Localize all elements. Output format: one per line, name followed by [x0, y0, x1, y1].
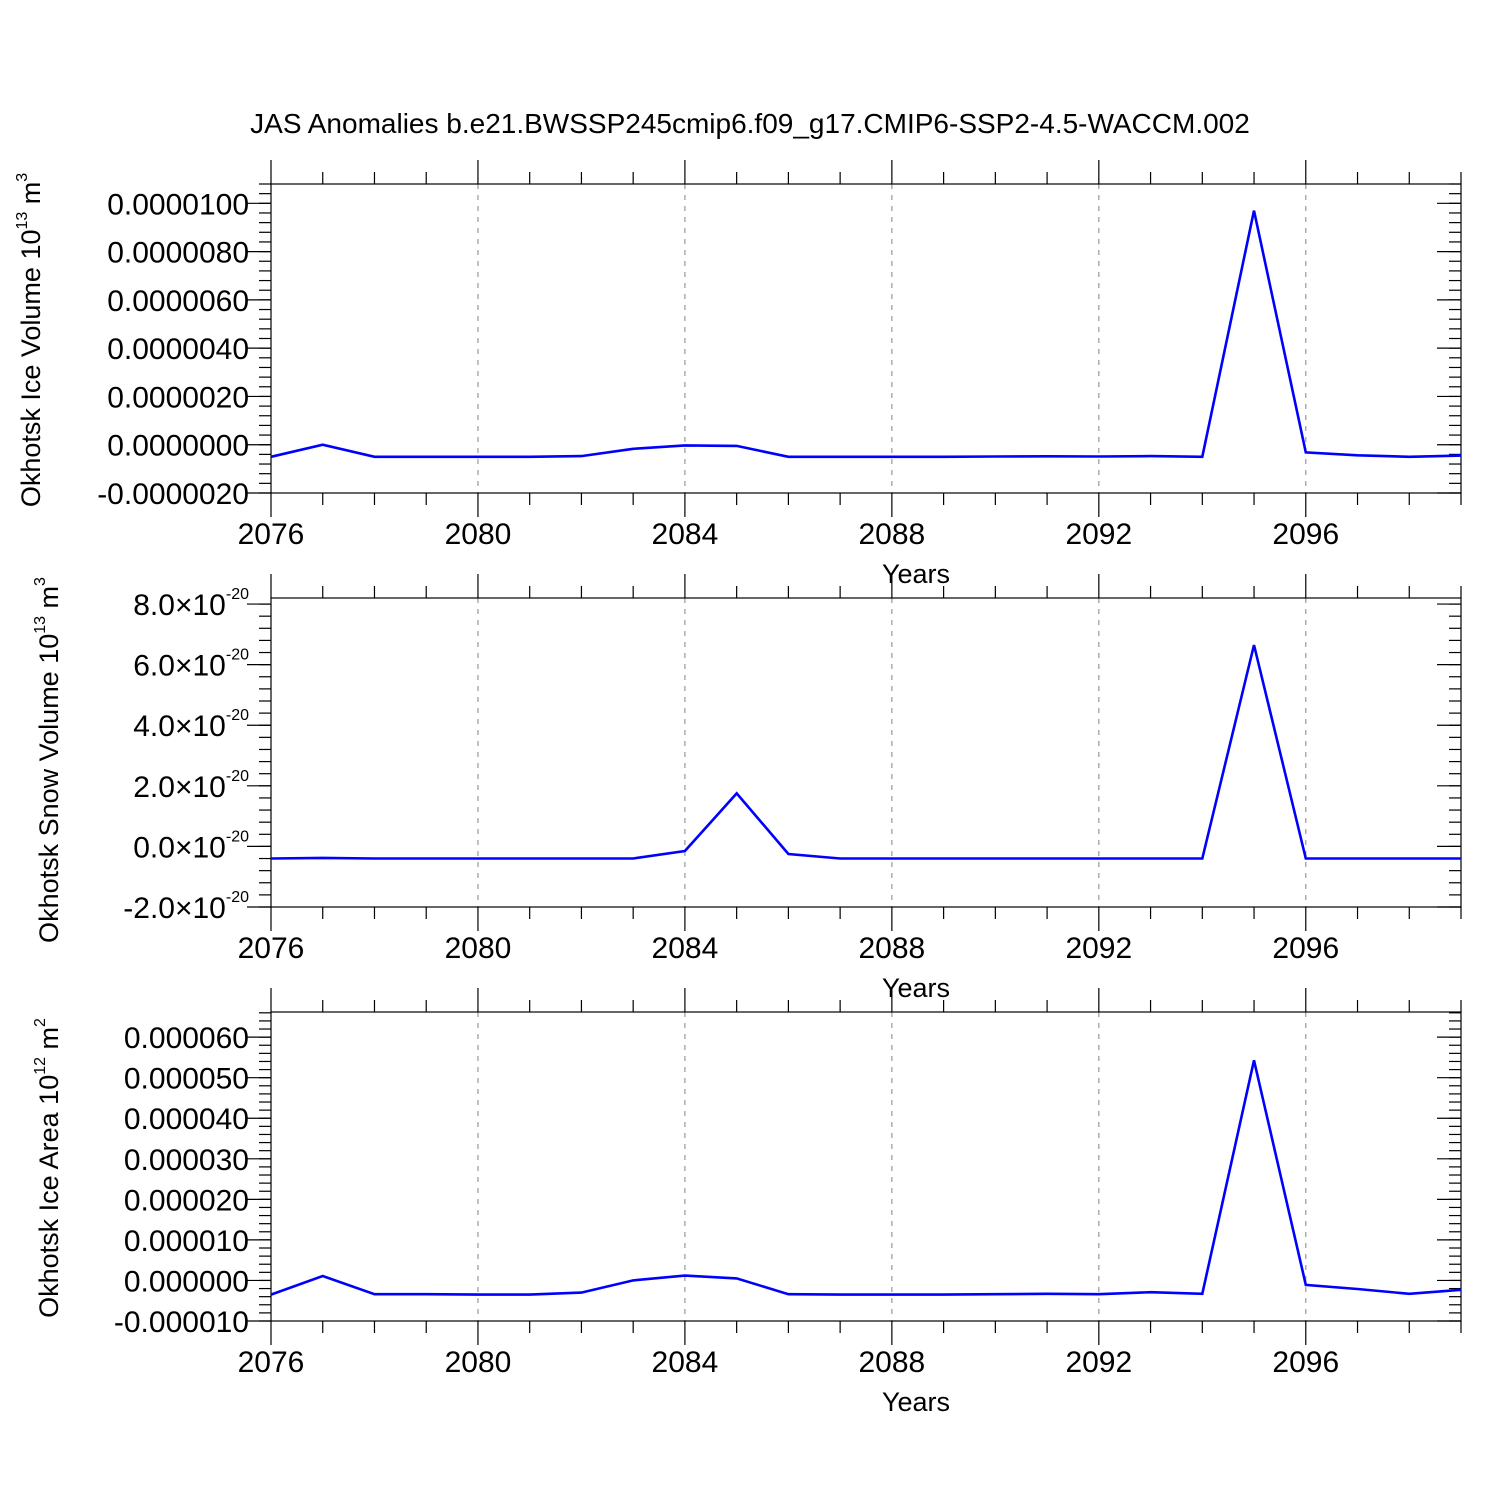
x-tick-label: 2092 [1065, 1346, 1132, 1379]
x-tick-label: 2080 [445, 1346, 512, 1379]
y-tick-label: 0.000020 [124, 1184, 249, 1217]
x-tick-label: 2096 [1272, 518, 1339, 551]
y-axis-title: Okhotsk Snow Volume 1013 m3 [32, 577, 64, 943]
x-tick-label: 2076 [238, 518, 305, 551]
chart-panels: 2076 2080 2084 2088 2092 2096 -0.0000020 0.0000… [14, 160, 1462, 1417]
x-tick-label: 2092 [1065, 932, 1132, 965]
y-tick-label: 0.0000060 [107, 285, 249, 318]
x-tick-label: 2092 [1065, 518, 1132, 551]
y-tick-label: 0.000040 [124, 1103, 249, 1136]
x-tick-label: 2080 [445, 518, 512, 551]
y-tick-label: 2.0×10-20 [133, 768, 249, 804]
chart-title: JAS Anomalies b.e21.BWSSP245cmip6.f09_g1… [250, 108, 1250, 139]
y-tick-label: 0.0000100 [107, 188, 249, 221]
x-tick-label: 2084 [652, 1346, 719, 1379]
chart-panel-3: 2076 2080 2084 2088 2092 2096 -0.000010 0.00000… [32, 988, 1462, 1417]
series-line [270, 644, 1461, 860]
x-axis-title: Years [882, 973, 950, 1003]
x-tick-label: 2080 [445, 932, 512, 965]
y-tick-label: 0.0000040 [107, 333, 249, 366]
chart-panel-2: 2076 2080 2084 2088 2092 2096 -2.0×10-20 0.0×10… [32, 574, 1462, 1003]
y-tick-label: 0.000050 [124, 1063, 249, 1096]
y-tick-label: 0.0000080 [107, 237, 249, 270]
x-axis-title: Years [882, 1387, 950, 1417]
y-tick-label: 0.000030 [124, 1144, 249, 1177]
x-tick-label: 2088 [858, 518, 925, 551]
y-tick-label: -0.000010 [114, 1306, 249, 1339]
x-tick-label: 2076 [238, 932, 305, 965]
y-tick-label: 6.0×10-20 [133, 647, 249, 683]
x-tick-label: 2088 [858, 1346, 925, 1379]
plot-frame [270, 597, 1462, 908]
y-tick-label: 0.0000000 [107, 430, 249, 463]
x-tick-label: 2076 [238, 1346, 305, 1379]
x-tick-label: 2096 [1272, 932, 1339, 965]
y-axis-title: Okhotsk Ice Volume 1013 m3 [14, 173, 46, 507]
y-tick-label: 0.000000 [124, 1265, 249, 1298]
plot-frame [270, 1011, 1462, 1322]
y-tick-label: 0.000010 [124, 1225, 249, 1258]
y-tick-label: 0.0000020 [107, 381, 249, 414]
x-tick-label: 2084 [652, 518, 719, 551]
y-tick-label: -0.0000020 [97, 478, 249, 511]
y-tick-label: -2.0×10-20 [123, 889, 249, 925]
y-tick-label: 8.0×10-20 [133, 586, 249, 622]
x-tick-label: 2096 [1272, 1346, 1339, 1379]
y-tick-label: 0.000060 [124, 1022, 249, 1055]
y-tick-label: 0.0×10-20 [133, 828, 249, 864]
x-tick-label: 2088 [858, 932, 925, 965]
y-axis-title: Okhotsk Ice Area 1012 m2 [32, 1018, 64, 1318]
chart-panel-1: 2076 2080 2084 2088 2092 2096 -0.0000020 0.0000… [14, 160, 1462, 589]
y-tick-label: 4.0×10-20 [133, 707, 249, 743]
series-line [270, 210, 1462, 459]
series-line [270, 1060, 1462, 1296]
x-tick-label: 2084 [652, 932, 719, 965]
x-axis-title: Years [882, 559, 950, 589]
